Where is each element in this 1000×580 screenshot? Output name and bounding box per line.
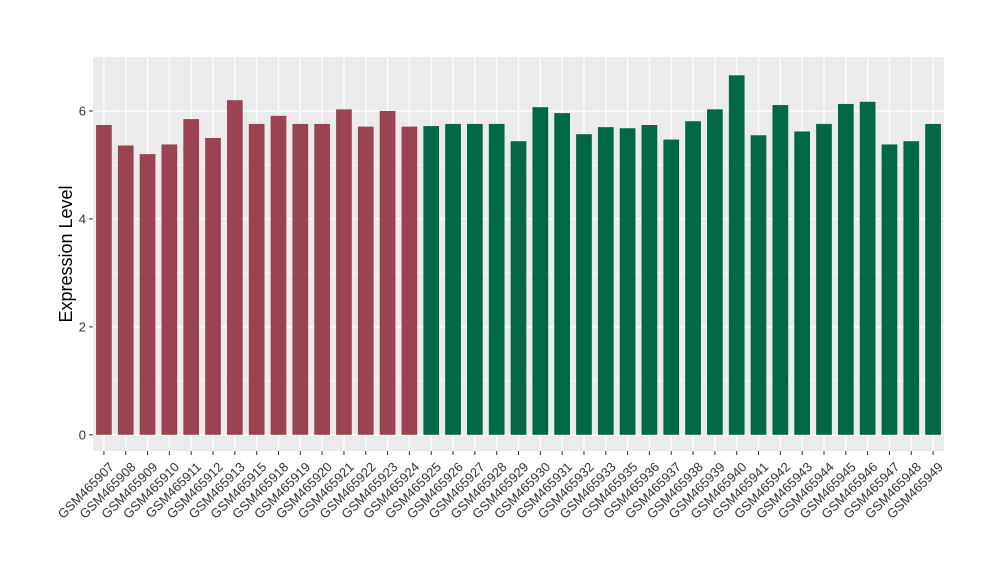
bar-GSM465908 (117, 145, 134, 435)
bar-GSM465907 (96, 125, 112, 435)
bars (96, 75, 941, 435)
y-tick-label: 2 (79, 319, 86, 334)
bar-GSM465949 (925, 123, 941, 435)
y-axis: 0 2 4 6 (79, 103, 93, 442)
y-axis-title: Expression Level (56, 185, 76, 322)
bar-GSM465932 (576, 134, 592, 435)
bar-GSM465922 (357, 126, 374, 435)
bar-GSM465911 (183, 119, 200, 435)
bar-GSM465920 (314, 123, 330, 435)
bar-GSM465924 (401, 126, 418, 435)
bar-GSM465926 (445, 123, 461, 435)
bar-GSM465947 (881, 144, 898, 435)
bar-GSM465921 (336, 109, 352, 435)
bar-GSM465913 (226, 100, 243, 435)
bar-GSM465933 (597, 127, 614, 435)
bar-GSM465939 (707, 109, 723, 435)
bar-GSM465930 (532, 107, 549, 435)
bar-GSM465931 (554, 113, 570, 435)
bar-GSM465944 (816, 123, 832, 435)
bar-GSM465942 (772, 105, 789, 435)
bar-GSM465923 (379, 110, 396, 435)
bar-GSM465935 (619, 128, 636, 435)
bar-GSM465945 (837, 103, 854, 435)
bar-GSM465943 (794, 131, 811, 435)
y-tick-label: 6 (79, 103, 86, 118)
y-tick-label: 4 (79, 211, 86, 226)
bar-GSM465910 (161, 144, 178, 435)
bar-GSM465925 (423, 126, 440, 435)
y-tick-label: 0 (79, 427, 86, 442)
bar-GSM465912 (205, 137, 221, 435)
bar-GSM465909 (139, 154, 156, 435)
bar-GSM465927 (467, 123, 483, 435)
bar-GSM465928 (488, 123, 505, 435)
bar-GSM465940 (728, 75, 745, 435)
bar-GSM465918 (270, 115, 287, 435)
bar-GSM465919 (292, 123, 309, 435)
x-axis: GSM465907GSM465908GSM465909GSM465910GSM4… (55, 451, 946, 522)
bar-GSM465941 (750, 135, 767, 435)
bar-GSM465948 (903, 141, 920, 435)
bar-GSM465938 (685, 121, 701, 435)
bar-GSM465946 (859, 101, 876, 435)
bar-GSM465929 (510, 141, 527, 435)
bar-GSM465915 (248, 123, 265, 435)
bar-GSM465936 (641, 125, 658, 435)
bar-GSM465937 (663, 139, 680, 435)
